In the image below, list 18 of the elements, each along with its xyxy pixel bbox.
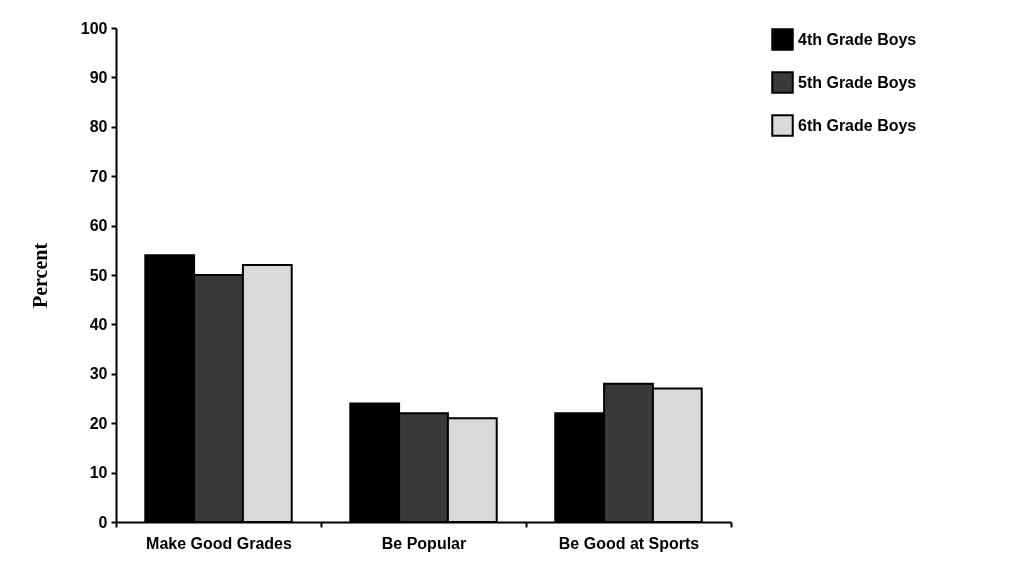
y-tick-label: 30 (89, 365, 108, 383)
x-tick-label: Make Good Grades (146, 534, 293, 552)
legend-label: 5th Grade Boys (798, 73, 917, 91)
y-tick-label: 90 (89, 68, 108, 86)
y-tick-label: 10 (89, 464, 108, 482)
y-tick-label: 0 (98, 513, 108, 531)
y-tick-label: 50 (89, 266, 108, 284)
legend-label: 4th Grade Boys (798, 30, 917, 48)
y-tick-label: 40 (89, 315, 108, 333)
x-tick-label: Be Popular (381, 534, 467, 552)
y-tick-label: 100 (80, 19, 108, 37)
y-tick-label: 70 (89, 167, 108, 185)
x-tick-label: Be Good at Sports (558, 534, 700, 552)
y-axis-title: Percent (28, 242, 51, 309)
y-tick-label: 60 (89, 217, 108, 235)
y-tick-label: 80 (89, 118, 108, 136)
legend-label: 6th Grade Boys (798, 116, 917, 134)
y-tick-label: 20 (89, 414, 108, 432)
